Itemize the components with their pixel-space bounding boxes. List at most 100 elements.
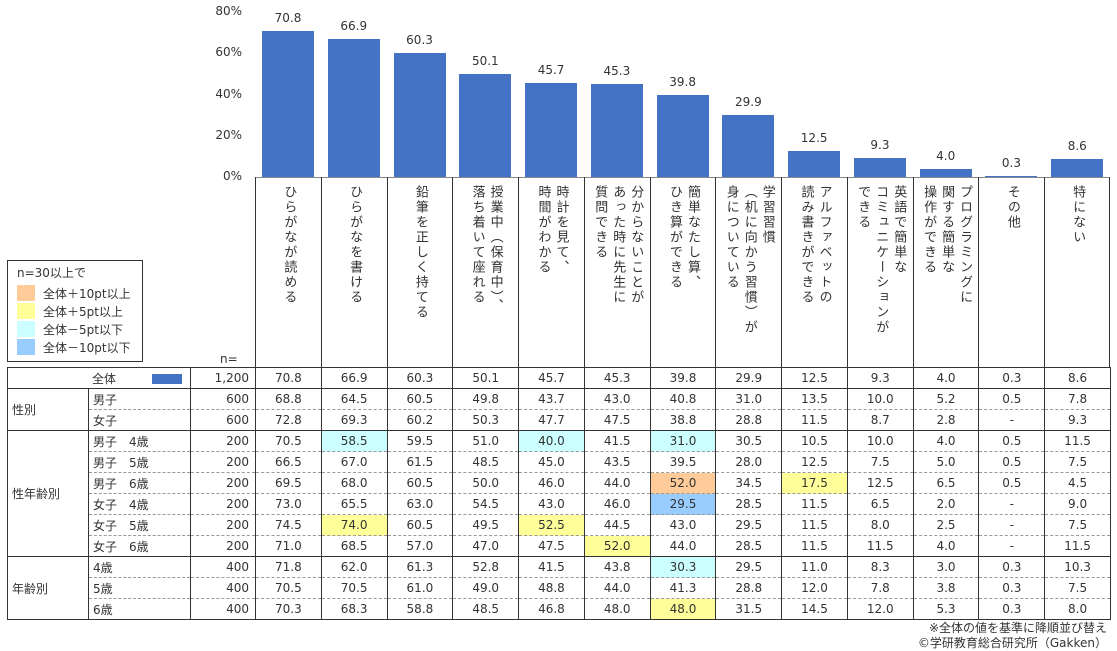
table-cell: 41.5 [583, 430, 651, 452]
table-cell: 8.6 [1044, 367, 1111, 389]
bar-value-label: 0.3 [1001, 156, 1022, 170]
table-cell: 70.8 [255, 367, 322, 389]
table-cell: 12.5 [846, 472, 914, 494]
table-cell: 30.5 [715, 430, 783, 452]
bar [788, 151, 841, 177]
table-cell: 9.3 [1044, 409, 1111, 431]
table-cell: 9.3 [846, 367, 914, 389]
table-cell: 65.5 [320, 493, 388, 515]
table-cell: 70.3 [255, 598, 322, 620]
category-label: ひらがなが読める [281, 185, 297, 305]
table-cell: 48.8 [518, 577, 585, 599]
bar [1051, 159, 1104, 177]
bar [459, 73, 512, 177]
category-header: 英語で簡単な コミュニケーションが できる [846, 177, 913, 367]
table-cell: 29.9 [715, 367, 783, 389]
table-cell: 11.5 [781, 409, 848, 431]
table-cell: 17.5 [781, 472, 848, 494]
legend-swatch [17, 321, 35, 337]
bar [985, 176, 1038, 177]
bar-value-label: 29.9 [735, 95, 762, 110]
sample-size: 200 [190, 535, 256, 557]
y-tick-label: 20% [215, 127, 242, 142]
table-cell: 60.2 [386, 409, 454, 431]
table-cell: 0.3 [978, 598, 1046, 620]
table-cell: 2.8 [912, 409, 980, 431]
category-label: 学習習慣 （机に向かう習慣）が 身についている [723, 185, 775, 335]
legend-item: 全体－10pt以下 [17, 338, 142, 356]
category-label: その他 [1004, 185, 1020, 230]
table-cell: 3.8 [912, 577, 980, 599]
category-header: 特にない [1044, 177, 1110, 367]
bar-value-label: 12.5 [800, 131, 828, 146]
table-cell: 31.5 [715, 598, 783, 620]
table-cell: 52.8 [452, 556, 520, 578]
table-cell: 68.0 [320, 472, 388, 494]
table-cell: 6.5 [846, 493, 914, 515]
row-label: 女子 [88, 409, 191, 431]
table-cell: 67.0 [320, 451, 388, 473]
sample-size: 600 [190, 388, 256, 410]
sample-size: 400 [190, 598, 256, 620]
table-cell: 4.0 [912, 430, 980, 452]
table-cell: 10.3 [1044, 556, 1111, 578]
bar-value-label: 4.0 [936, 148, 956, 163]
category-label: 鉛筆を正しく持てる [412, 185, 428, 320]
y-tick-label: 80% [215, 4, 242, 18]
table-row: 女子 600 72.8 69.3 60.2 50.3 47.7 47.5 38.8 28.8 11.… [8, 409, 1111, 431]
table-cell: 49.5 [452, 514, 520, 536]
legend-swatch [17, 285, 35, 301]
x-axis-line [255, 177, 1110, 178]
table-cell: 4.0 [912, 535, 980, 557]
table-cell: 40.0 [518, 430, 585, 452]
category-header: 時計を見て、 時間がわかる [518, 177, 584, 367]
table-cell: 69.5 [255, 472, 322, 494]
category-header: その他 [978, 177, 1044, 367]
legend-item: 全体＋10pt以上 [17, 284, 142, 302]
table-cell: 47.7 [518, 409, 585, 431]
table-cell: 3.0 [912, 556, 980, 578]
table-cell: 68.5 [320, 535, 388, 557]
table-row: 女子 5歳 200 74.5 74.0 60.5 49.5 52.5 44.5 43.0 29.5… [8, 514, 1111, 536]
table-cell: - [978, 535, 1046, 557]
table-cell: 4.5 [1044, 472, 1111, 494]
category-header: 簡単なたし算、 ひき算ができる [649, 177, 716, 367]
table-cell: 0.3 [978, 367, 1046, 389]
table-cell: 41.3 [649, 577, 717, 599]
table-cell: 41.5 [518, 556, 585, 578]
table-cell: 48.5 [452, 598, 520, 620]
table-cell: 44.5 [583, 514, 651, 536]
table-cell: 43.0 [583, 388, 651, 410]
table-cell: 52.0 [583, 535, 651, 557]
sample-size: 200 [190, 430, 256, 452]
table-cell: 12.0 [846, 598, 914, 620]
legend-label: 全体＋5pt以上 [43, 304, 123, 319]
table-cell: 8.3 [846, 556, 914, 578]
table-cell: 12.5 [781, 451, 848, 473]
table-cell: 43.7 [518, 388, 585, 410]
table-cell: 60.5 [386, 472, 454, 494]
category-label: 英語で簡単な コミュニケーションが できる [855, 185, 907, 335]
row-label: 6歳 [88, 598, 191, 620]
table-cell: 39.5 [649, 451, 717, 473]
table-cell: 46.0 [518, 472, 585, 494]
category-label: 分からないことが あった時に先生に 質問できる [592, 185, 644, 305]
bar [327, 39, 380, 177]
table-cell: 47.5 [518, 535, 585, 557]
sample-size: 600 [190, 409, 256, 431]
table-cell: 63.0 [386, 493, 454, 515]
table-cell: 28.8 [715, 409, 783, 431]
legend-item: 全体－5pt以下 [17, 320, 142, 338]
sample-size: 400 [190, 577, 256, 599]
table-cell: 7.8 [846, 577, 914, 599]
category-header: 学習習慣 （机に向かう習慣）が 身についている [715, 177, 781, 367]
table-row: 男子 6歳 200 69.5 68.0 60.5 50.0 46.0 44.0 52.0 34.5… [8, 472, 1111, 494]
table-cell: 54.5 [452, 493, 520, 515]
group-label: 年齢別 [7, 556, 89, 620]
table-cell: 28.0 [715, 451, 783, 473]
table-cell: 44.0 [583, 577, 651, 599]
table-cell: 52.0 [649, 472, 717, 494]
table-cell: 58.5 [320, 430, 388, 452]
table-cell: 29.5 [715, 514, 783, 536]
table-cell: 5.3 [912, 598, 980, 620]
